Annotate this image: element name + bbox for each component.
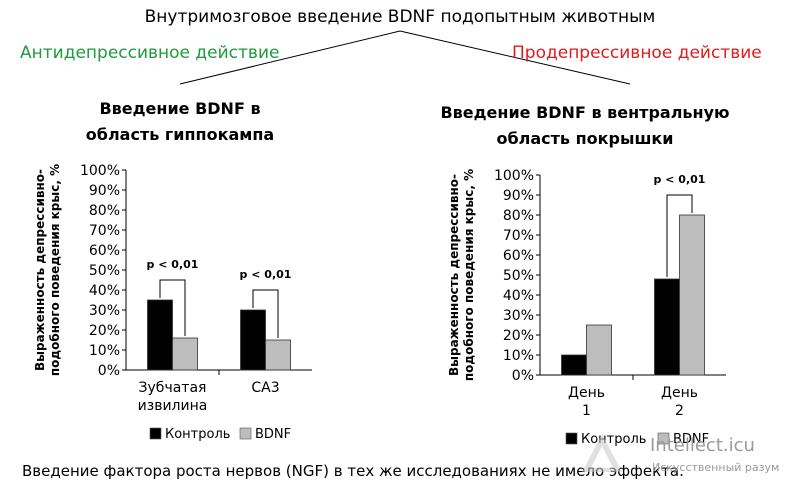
watermark-logo-icon <box>582 434 622 472</box>
y-tick-label: 40% <box>89 283 120 299</box>
legend-label: BDNF <box>255 427 291 442</box>
vta-chart: Выраженность депрессивно-подобного повед… <box>447 168 726 447</box>
y-tick-label: 100% <box>80 163 120 179</box>
y-tick-label: 10% <box>503 348 534 364</box>
bar-bdnf <box>172 337 198 371</box>
figure-title: Внутримозговое введение BDNF подопытным … <box>144 7 656 27</box>
y-tick-label: 10% <box>89 343 120 359</box>
x-category-label: Зубчатая <box>139 380 207 396</box>
bar-bdnf <box>679 214 705 376</box>
x-category-label: День <box>661 385 698 401</box>
y-axis-title-line: Выраженность депрессивно- <box>447 174 461 376</box>
y-tick-label: 60% <box>503 248 534 264</box>
hippocampus-chart: Выраженность депрессивно-подобного повед… <box>33 163 312 442</box>
bar-control <box>147 299 173 371</box>
legend-label: BDNF <box>673 432 709 447</box>
legend-swatch-bdnf <box>657 432 670 445</box>
y-tick-label: 80% <box>89 203 120 219</box>
y-axis-title: Выраженность депрессивно-подобного повед… <box>33 164 62 376</box>
bar-control <box>654 278 680 376</box>
bar-bdnf <box>586 324 612 376</box>
y-axis-title-line: подобного поведения крыс, % <box>462 169 476 381</box>
legend-swatch-bdnf <box>239 427 252 440</box>
bar-control <box>240 309 266 371</box>
significance-bracket <box>252 289 279 338</box>
left-chart-title: Введение BDNF в область гиппокампа <box>85 99 275 144</box>
y-axis-title-line: Выраженность депрессивно- <box>33 169 47 371</box>
y-tick-label: 90% <box>89 183 120 199</box>
x-category-label: 2 <box>675 403 684 419</box>
footnote: Введение фактора роста нервов (NGF) в те… <box>22 462 684 480</box>
y-tick-label: 70% <box>503 228 534 244</box>
y-tick-label: 0% <box>512 368 534 384</box>
significance-bracket <box>666 194 693 277</box>
y-tick-label: 30% <box>89 303 120 319</box>
significance-label: p < 0,01 <box>240 268 292 281</box>
y-axis-title-line: подобного поведения крыс, % <box>48 164 62 376</box>
y-tick-label: 20% <box>503 328 534 344</box>
y-axis-title: Выраженность депрессивно-подобного повед… <box>447 169 476 381</box>
significance-label: p < 0,01 <box>654 173 706 186</box>
y-tick-label: 40% <box>503 288 534 304</box>
y-tick-label: 60% <box>89 243 120 259</box>
branch-line-left <box>179 30 401 85</box>
legend-swatch-control <box>565 432 578 445</box>
prodepressant-label: Продепрессивное действие <box>512 43 762 63</box>
y-tick-label: 70% <box>89 223 120 239</box>
bar-control <box>561 354 587 376</box>
legend-swatch-control <box>149 427 162 440</box>
y-tick-label: 100% <box>494 168 534 184</box>
y-tick-label: 80% <box>503 208 534 224</box>
y-tick-label: 50% <box>503 268 534 284</box>
branch-line-right <box>399 30 631 85</box>
x-category-label: День <box>568 385 605 401</box>
x-category-label: СА3 <box>251 380 279 396</box>
watermark-name: Intellect.icu <box>650 435 755 456</box>
y-tick-label: 90% <box>503 188 534 204</box>
legend-label: Контроль <box>165 427 230 442</box>
antidepressant-label: Антидепрессивное действие <box>20 43 280 63</box>
y-tick-label: 30% <box>503 308 534 324</box>
y-tick-label: 50% <box>89 263 120 279</box>
right-chart-title: Введение BDNF в вентральную область покр… <box>440 103 730 148</box>
x-category-label: извилина <box>138 398 208 414</box>
y-tick-label: 20% <box>89 323 120 339</box>
x-category-label: 1 <box>582 403 591 419</box>
watermark-subtitle: Искусственный разум <box>652 461 780 474</box>
significance-label: p < 0,01 <box>147 258 199 271</box>
significance-bracket <box>159 279 186 336</box>
y-tick-label: 0% <box>98 363 120 379</box>
bar-bdnf <box>265 339 291 371</box>
